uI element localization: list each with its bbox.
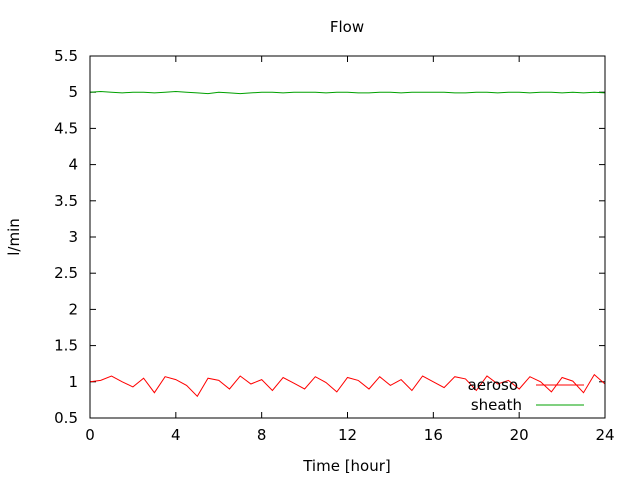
- legend: aeroso sheath: [468, 376, 584, 414]
- y-tick-label: 1: [68, 373, 78, 391]
- series-line-sheath: [89, 90, 606, 95]
- y-tick-label: 2.5: [54, 264, 78, 282]
- y-tick-label: 0.5: [54, 409, 78, 427]
- y-axis-label: l/min: [5, 218, 23, 256]
- x-tick-label: 4: [171, 426, 181, 444]
- x-tick-label: 16: [424, 426, 443, 444]
- series-line-aeroso: [89, 373, 606, 398]
- legend-label-aeroso: aeroso: [468, 376, 518, 394]
- x-axis-label: Time [hour]: [302, 457, 391, 475]
- x-tick-label: 12: [338, 426, 357, 444]
- x-tick-label: 20: [510, 426, 529, 444]
- chart-title: Flow: [330, 18, 364, 36]
- legend-label-sheath: sheath: [471, 396, 522, 414]
- y-tick-label: 5.5: [54, 47, 78, 65]
- plot-frame: [89, 55, 606, 419]
- y-tick-label: 5: [68, 83, 78, 101]
- x-tick-label: 8: [257, 426, 267, 444]
- y-tick-label: 3: [68, 228, 78, 246]
- y-tick-label: 1.5: [54, 337, 78, 355]
- x-tick-label: 24: [595, 426, 614, 444]
- y-tick-label: 4: [68, 156, 78, 174]
- x-tick-label: 0: [85, 426, 95, 444]
- y-tick-label: 3.5: [54, 192, 78, 210]
- y-tick-label: 2: [68, 300, 78, 318]
- y-tick-label: 4.5: [54, 119, 78, 137]
